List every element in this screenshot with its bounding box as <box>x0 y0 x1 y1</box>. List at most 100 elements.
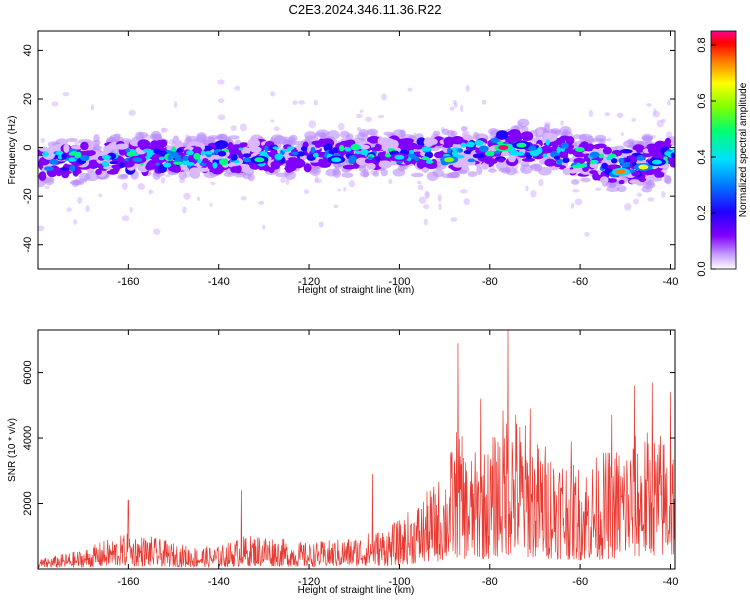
spectrogram-core <box>521 157 536 162</box>
spectrogram-speckle <box>292 100 298 106</box>
spectrogram-speckle <box>217 98 225 104</box>
spectrogram-bright <box>312 152 319 158</box>
spectrogram-bright <box>339 144 345 152</box>
spectrogram-bright <box>300 146 308 152</box>
spectrogram-y-label: Frequency (Hz) <box>7 116 18 185</box>
spectrogram-speckle <box>381 93 387 101</box>
spectrogram-core <box>416 137 427 147</box>
spectrogram-halo <box>472 132 480 140</box>
spectrogram-bright <box>158 150 168 157</box>
spectrogram-halo <box>320 131 327 140</box>
spectrogram-speckle <box>230 125 237 131</box>
spectrogram-bright <box>185 150 194 156</box>
spectrogram-speckle <box>308 120 317 129</box>
spectrogram-speckle <box>121 182 128 190</box>
spectrogram-halo <box>580 177 591 183</box>
spectrogram-bright <box>182 155 189 161</box>
spectrogram-speckle <box>304 189 310 195</box>
spectrogram-core <box>195 167 210 173</box>
colorbar-tick-label: 0.6 <box>696 93 708 108</box>
spectrogram-bright <box>589 160 595 165</box>
snr-xtick-label: -80 <box>482 576 498 588</box>
spectrogram-peak <box>651 159 662 165</box>
spectrogram-speckle <box>90 104 95 111</box>
spectrogram-speckle <box>450 217 458 222</box>
spectrogram-speckle <box>38 225 45 232</box>
spectrogram-speckle <box>239 123 247 132</box>
spectrogram-core <box>657 171 665 178</box>
spectrogram-speckle <box>98 193 103 198</box>
spectrogram-core <box>214 140 229 149</box>
figure-title: C2E3.2024.346.11.36.R22 <box>289 2 442 17</box>
spectrogram-peak <box>132 157 143 163</box>
spectrogram-speckle <box>280 177 286 184</box>
spectrogram-speckle <box>348 180 356 188</box>
spectrogram-speckle <box>298 100 306 105</box>
spectrogram-bright <box>421 156 429 161</box>
spectrogram-speckle <box>646 103 652 107</box>
spectrogram-halo <box>663 174 671 184</box>
spectrogram-bright <box>575 146 585 153</box>
spectrogram-y-ticks: -40 -20 0 20 40 <box>22 44 675 253</box>
spectrogram-core <box>387 139 399 149</box>
spectrogram-core <box>641 152 652 158</box>
spectrogram-core <box>285 162 297 172</box>
spectrogram-speckle <box>636 192 643 197</box>
spectrogram-bright <box>348 155 357 162</box>
spectrogram-core <box>539 145 554 154</box>
spectrogram-halo <box>227 135 240 140</box>
spectrogram-core <box>520 132 529 139</box>
spectrogram-core <box>416 159 426 169</box>
spectrogram-bright <box>155 162 160 166</box>
spectrogram-halo <box>501 169 511 174</box>
spectrogram-speckle <box>377 115 385 119</box>
spectrogram-core <box>323 142 333 153</box>
spectrogram-bright <box>456 148 464 153</box>
spectrogram-bright <box>167 154 172 161</box>
spectrogram-core <box>399 138 414 144</box>
spectrogram-bright <box>233 160 240 164</box>
spectrogram-halo <box>570 178 580 185</box>
spectrogram-speckle <box>137 183 146 190</box>
spectrogram-core <box>377 138 385 145</box>
spectrogram-bright <box>421 146 432 152</box>
snr-y-label: SNR (10 * v/v) <box>7 418 18 482</box>
spectrogram-halo <box>467 171 478 177</box>
spectrogram-halo <box>207 137 215 142</box>
spectrogram-speckle <box>437 194 442 202</box>
spectrogram-halo <box>372 170 380 177</box>
spectrogram-peak <box>331 157 342 163</box>
spectrogram-core <box>159 139 168 148</box>
spectrogram-bright <box>44 166 55 171</box>
spectrogram-core <box>115 143 129 150</box>
spectrogram-speckle <box>666 99 671 106</box>
spectrogram-bright <box>354 150 362 155</box>
spectrogram-core <box>585 144 593 152</box>
spectrogram-bright <box>173 161 183 165</box>
spectrogram-x-label: Height of straight line (km) <box>298 285 415 296</box>
spectrogram-bright <box>490 137 500 144</box>
spectrogram-core <box>666 156 675 165</box>
spectrogram-core <box>450 135 464 145</box>
spectrogram-halo <box>520 160 530 168</box>
spectrogram-halo <box>441 173 454 179</box>
spectrogram-core <box>423 137 434 148</box>
spectrogram-core <box>95 168 102 175</box>
spectrogram-halo <box>216 133 228 139</box>
spectrogram-ytick-label: 20 <box>22 93 34 105</box>
spectrogram-bright <box>367 156 373 161</box>
spectrogram-bright <box>61 153 68 160</box>
spectrogram-bright <box>204 150 213 155</box>
spectrogram-core <box>303 163 312 173</box>
spectrogram-speckle <box>594 187 602 191</box>
spectrogram-core <box>145 163 154 171</box>
spectrogram-bright <box>328 149 336 155</box>
spectrogram-speckle <box>620 132 624 137</box>
spectrogram-core <box>366 162 376 170</box>
spectrogram-speckle <box>653 108 657 116</box>
spectrogram-bright <box>272 146 279 150</box>
spectrogram-speckle <box>632 198 640 205</box>
spectrogram-core <box>150 140 159 150</box>
spectrogram-core <box>374 143 382 152</box>
spectrogram-halo <box>55 138 69 146</box>
